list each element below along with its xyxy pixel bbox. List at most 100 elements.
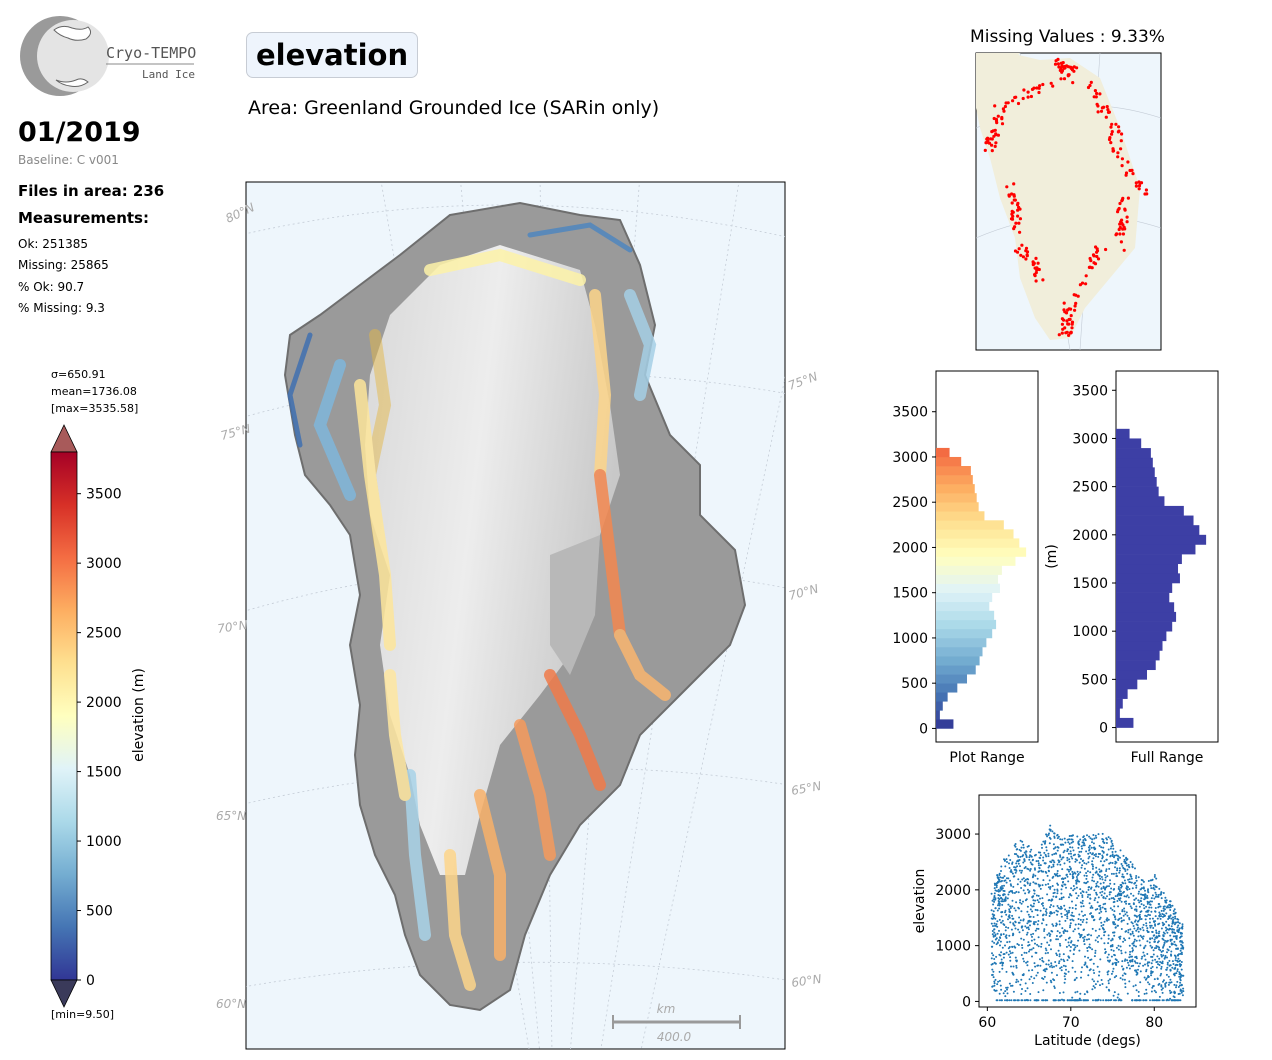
- missing-point: [1124, 171, 1129, 175]
- histogram-bar: [936, 574, 999, 584]
- missing-point: [983, 148, 987, 152]
- missing-point: [1011, 99, 1015, 103]
- colorbar-label: elevation (m): [131, 668, 147, 762]
- colorbar-tick-label: 500: [86, 904, 113, 920]
- missing-point: [990, 149, 994, 153]
- histogram-bar: [1116, 640, 1163, 651]
- colorbar-stats: σ=650.91 mean=1736.08 [max=3535.58]: [51, 366, 138, 417]
- histogram-bar: [936, 484, 975, 494]
- missing-point: [1126, 196, 1130, 200]
- missing-point: [1032, 86, 1036, 90]
- histogram-bar: [936, 692, 948, 702]
- missing-point: [1070, 326, 1074, 330]
- stat-ok: Ok: 251385: [18, 237, 89, 251]
- missing-point: [1076, 294, 1080, 298]
- missing-point: [1038, 84, 1042, 88]
- missing-point: [1111, 149, 1115, 153]
- map-lat-label-left: 70°N: [216, 618, 248, 636]
- missing-point: [995, 121, 999, 125]
- missing-point: [1022, 88, 1026, 92]
- missing-point: [1062, 301, 1066, 305]
- missing-point: [1010, 201, 1014, 205]
- missing-point: [1053, 62, 1058, 66]
- missing-point: [1116, 210, 1120, 214]
- missing-point: [1125, 220, 1129, 224]
- missing-point: [1110, 130, 1114, 134]
- missing-point: [1061, 61, 1065, 65]
- histogram-bar: [936, 656, 980, 666]
- histogram-bar: [1116, 428, 1130, 439]
- missing-point: [1092, 95, 1096, 99]
- missing-point: [1130, 168, 1134, 172]
- missing-point: [1018, 230, 1022, 234]
- missing-point: [1123, 208, 1127, 212]
- missing-point: [993, 104, 997, 108]
- missing-point: [1144, 188, 1148, 192]
- missing-point: [1120, 198, 1124, 202]
- missing-point: [1064, 311, 1069, 315]
- area-subtitle: Area: Greenland Grounded Ice (SARin only…: [248, 97, 660, 119]
- svg-text:Land Ice: Land Ice: [142, 68, 195, 81]
- missing-point: [1024, 246, 1029, 250]
- page-title: elevation: [246, 32, 419, 78]
- missing-point: [1131, 172, 1135, 176]
- missing-point: [1134, 181, 1138, 185]
- missing-point: [1072, 293, 1076, 297]
- histogram-bar: [1116, 438, 1142, 449]
- missing-point: [1062, 77, 1067, 81]
- missing-point: [1074, 301, 1078, 305]
- missing-point: [1063, 326, 1067, 330]
- missing-point: [1029, 94, 1033, 99]
- histogram-tick-label: 0: [1099, 721, 1108, 737]
- scatter-xlabel: Latitude (degs): [1034, 1033, 1141, 1049]
- histogram-tick-label: 1000: [1072, 624, 1108, 640]
- missing-point: [1095, 254, 1099, 259]
- missing-point: [1000, 122, 1005, 126]
- histogram-bar: [936, 674, 968, 684]
- histogram-bar: [1116, 602, 1175, 613]
- missing-point: [1098, 92, 1102, 96]
- histogram-bar: [1116, 477, 1157, 487]
- missing-point: [1011, 214, 1015, 218]
- histogram-tick-label: 500: [901, 676, 928, 692]
- histogram-bar: [936, 547, 1027, 557]
- missing-point: [1088, 256, 1092, 261]
- missing-point: [1007, 194, 1011, 198]
- histogram-bar: [936, 646, 983, 657]
- histogram-plot-range: 0 500 1000 1500 2000 2500 3000 3500 Plot Range: [892, 370, 1039, 766]
- histogram-bar: [1116, 669, 1148, 680]
- histogram-xlabel: Plot Range: [949, 750, 1024, 766]
- missing-point: [1056, 62, 1060, 66]
- histogram-bar: [936, 601, 990, 612]
- missing-point: [1122, 248, 1126, 252]
- scale-bar-value: 400.0: [657, 1030, 692, 1044]
- histogram-tick-label: 2500: [1072, 480, 1108, 496]
- histogram-bar: [936, 628, 993, 639]
- missing-point: [1058, 68, 1062, 72]
- missing-point: [1086, 85, 1091, 90]
- histogram-bar: [936, 665, 976, 675]
- missing-point: [1037, 267, 1041, 272]
- missing-map-title: Missing Values : 9.33%: [970, 27, 1165, 47]
- missing-point: [1016, 101, 1021, 106]
- missing-point: [1017, 247, 1021, 251]
- colorbar-mean: mean=1736.08: [51, 385, 137, 398]
- missing-point: [1060, 317, 1064, 321]
- map-lat-label-right: 70°N: [787, 582, 820, 603]
- missing-point: [1096, 110, 1100, 114]
- missing-point: [996, 114, 1000, 118]
- histogram-bar: [1116, 660, 1156, 671]
- scatter-ytick-label: 3000: [935, 827, 971, 843]
- scatter-ytick-label: 1000: [935, 939, 971, 955]
- colorbar-gradient: [50, 451, 78, 981]
- histogram-tick-label: 500: [1081, 672, 1108, 688]
- missing-point: [1004, 101, 1008, 105]
- period-label: 01/2019: [18, 117, 141, 148]
- histogram-tick-label: 3500: [892, 405, 928, 421]
- greenland-elevation-map: 80°N75°N70°N65°N60°N75°N70°N65°N60°N km …: [216, 181, 822, 1050]
- measurements-heading: Measurements:: [18, 209, 149, 227]
- missing-point: [1093, 89, 1097, 93]
- missing-point: [985, 137, 989, 141]
- missing-point: [1102, 105, 1106, 109]
- histogram-bar: [1116, 457, 1153, 468]
